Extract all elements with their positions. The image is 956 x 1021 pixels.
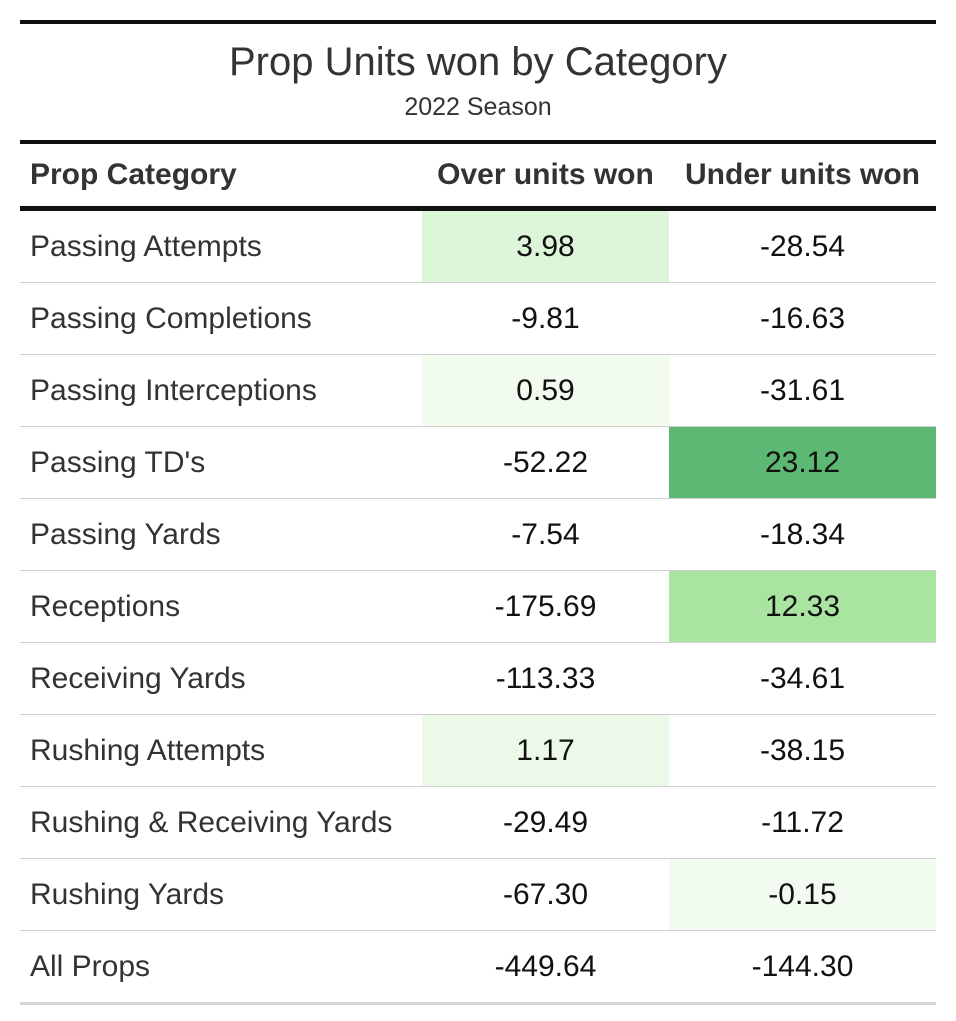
under-units-cell: -18.34	[669, 498, 936, 571]
row-category-label: All Props	[20, 930, 422, 1005]
under-units-cell: -38.15	[669, 714, 936, 787]
row-category-label: Rushing Attempts	[20, 714, 422, 787]
row-category-label: Passing Attempts	[20, 208, 422, 283]
over-units-cell: -9.81	[422, 282, 669, 355]
table-row: Receiving Yards -113.33 -34.61	[20, 642, 936, 715]
under-units-cell: -16.63	[669, 282, 936, 355]
row-category-label: Passing Yards	[20, 498, 422, 571]
table-row: Passing Completions -9.81 -16.63	[20, 282, 936, 355]
table-row: Rushing Yards -67.30 -0.15	[20, 858, 936, 931]
column-header-under: Under units won	[669, 144, 936, 211]
row-category-label: Receptions	[20, 570, 422, 643]
under-units-cell: -144.30	[669, 930, 936, 1005]
table-row: Passing TD's -52.22 23.12	[20, 426, 936, 499]
table-row: All Props -449.64 -144.30	[20, 930, 936, 1005]
table-row: Rushing Attempts 1.17 -38.15	[20, 714, 936, 787]
row-category-label: Rushing Yards	[20, 858, 422, 931]
over-units-cell: 1.17	[422, 714, 669, 787]
under-units-cell: 23.12	[669, 426, 936, 499]
row-category-label: Rushing & Receiving Yards	[20, 786, 422, 859]
top-rule	[20, 20, 936, 24]
table-row: Passing Yards -7.54 -18.34	[20, 498, 936, 571]
under-units-cell: 12.33	[669, 570, 936, 643]
over-units-cell: -175.69	[422, 570, 669, 643]
under-units-cell: -11.72	[669, 786, 936, 859]
table-row: Rushing & Receiving Yards -29.49 -11.72	[20, 786, 936, 859]
title-rule	[20, 140, 936, 144]
table-row: Passing Interceptions 0.59 -31.61	[20, 354, 936, 427]
table-row: Receptions -175.69 12.33	[20, 570, 936, 643]
under-units-cell: -31.61	[669, 354, 936, 427]
over-units-cell: -52.22	[422, 426, 669, 499]
over-units-cell: -113.33	[422, 642, 669, 715]
row-category-label: Passing Interceptions	[20, 354, 422, 427]
chart-subtitle: 2022 Season	[404, 93, 552, 121]
column-header-category: Prop Category	[20, 144, 422, 211]
over-units-cell: -29.49	[422, 786, 669, 859]
row-category-label: Passing Completions	[20, 282, 422, 355]
under-units-cell: -28.54	[669, 208, 936, 283]
row-category-label: Receiving Yards	[20, 642, 422, 715]
over-units-cell: -67.30	[422, 858, 669, 931]
table-row: Passing Attempts 3.98 -28.54	[20, 208, 936, 283]
data-table: Prop Category Over units won Under units…	[20, 144, 936, 1005]
over-units-cell: -7.54	[422, 498, 669, 571]
row-category-label: Passing TD's	[20, 426, 422, 499]
over-units-cell: 3.98	[422, 208, 669, 283]
under-units-cell: -0.15	[669, 858, 936, 931]
header-row: Prop Category Over units won Under units…	[20, 144, 936, 211]
chart-title: Prop Units won by Category	[228, 40, 727, 84]
column-header-over: Over units won	[422, 144, 669, 211]
over-units-cell: -449.64	[422, 930, 669, 1005]
over-units-cell: 0.59	[422, 354, 669, 427]
table-container: Prop Units won by Category 2022 Season P…	[20, 20, 936, 1005]
under-units-cell: -34.61	[669, 642, 936, 715]
